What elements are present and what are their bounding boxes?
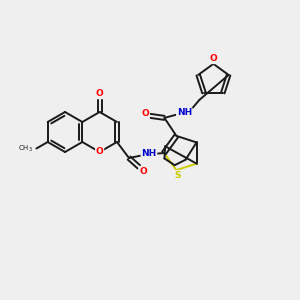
Text: O: O: [142, 110, 149, 118]
Text: NH: NH: [141, 149, 157, 158]
Text: O: O: [209, 54, 217, 63]
Text: O: O: [96, 89, 104, 98]
Text: O: O: [96, 148, 104, 157]
Text: NH: NH: [177, 108, 192, 117]
Text: S: S: [174, 171, 181, 180]
Text: CH$_3$: CH$_3$: [19, 143, 33, 154]
Text: O: O: [139, 167, 147, 176]
